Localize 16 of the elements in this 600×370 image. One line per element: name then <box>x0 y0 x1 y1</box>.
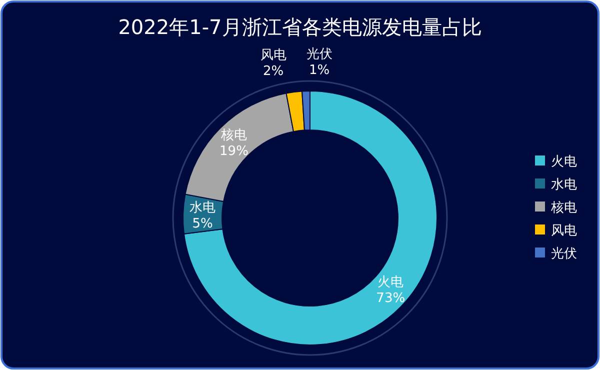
slice-label: 水电 <box>190 200 216 216</box>
data-label: 5% <box>192 216 213 232</box>
data-label: 73% <box>376 291 406 306</box>
data-label: 19% <box>220 144 248 159</box>
slice-label: 核电 <box>220 128 247 143</box>
slice-label: 风电 <box>260 48 286 64</box>
legend-label: 风电 <box>551 224 577 238</box>
slice-label: 火电 <box>378 275 404 290</box>
data-label: 1% <box>309 63 330 78</box>
legend-label: 水电 <box>551 178 577 192</box>
legend-label: 光伏 <box>551 246 577 262</box>
data-label: 2% <box>263 64 284 80</box>
legend-label: 火电 <box>551 154 577 170</box>
chart-title: 2022年1-7月浙江省各类电源发电量占比 <box>118 15 482 39</box>
slice-label: 光伏 <box>306 47 332 62</box>
legend-label: 核电 <box>550 200 577 216</box>
